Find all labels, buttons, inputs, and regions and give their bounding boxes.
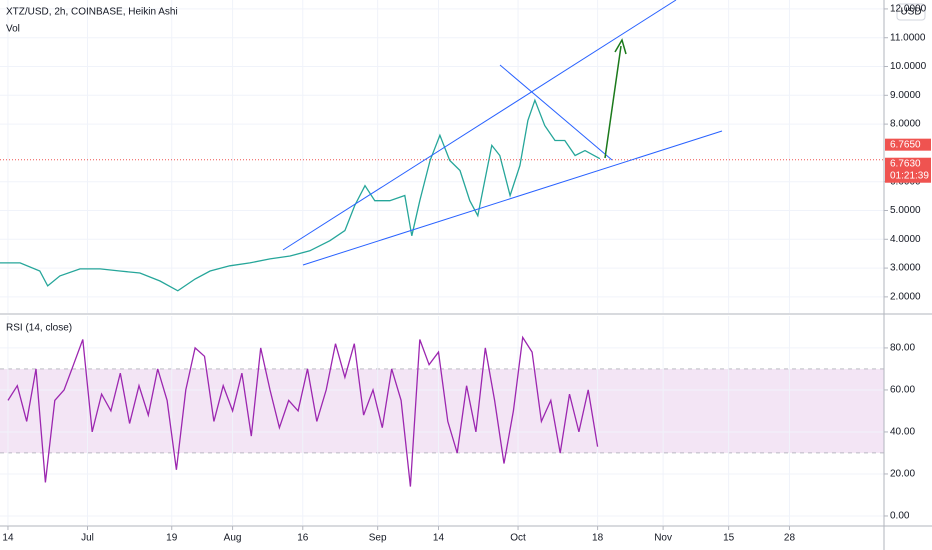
y-tick-label: 4.0000 <box>890 234 921 245</box>
countdown: 01:21:39 <box>890 170 929 181</box>
y-tick-label: 10.0000 <box>890 61 927 72</box>
y-tick-label: 0.00 <box>890 511 910 522</box>
y-tick-label: 40.00 <box>890 427 915 438</box>
x-tick-label: 14 <box>2 533 14 544</box>
price-marker <box>885 138 931 151</box>
x-tick-label: 18 <box>592 533 604 544</box>
y-tick-label: 3.0000 <box>890 263 921 274</box>
x-tick-label: Sep <box>369 533 387 544</box>
volume-label: Vol <box>6 24 20 35</box>
x-tick-label: Nov <box>654 533 672 544</box>
y-tick-label: 5.0000 <box>890 205 921 216</box>
price-marker-label: 6.7650 <box>890 139 921 150</box>
price-marker-label: 6.7630 <box>890 158 921 169</box>
mark-layer <box>0 98 884 487</box>
chart-title: XTZ/USD, 2h, COINBASE, Heikin Ashi <box>6 7 178 18</box>
x-tick-label: Aug <box>224 533 242 544</box>
x-tick-label: 16 <box>297 533 309 544</box>
x-tick-label: Oct <box>510 533 526 544</box>
currency-button[interactable] <box>896 3 926 21</box>
y-tick-label: 80.00 <box>890 343 915 354</box>
y-tick-label: 8.0000 <box>890 119 921 130</box>
trend-line <box>499 64 613 161</box>
price-line <box>0 98 601 292</box>
currency-label[interactable]: USD <box>900 7 921 18</box>
y-tick-label: 11.0000 <box>890 32 926 43</box>
y-tick-label: 2.0000 <box>890 292 921 303</box>
x-tick-label: Jul <box>81 533 94 544</box>
x-tick-label: 14 <box>433 533 445 544</box>
y-tick-label: 20.00 <box>890 469 915 480</box>
x-tick-label: 15 <box>723 533 735 544</box>
trend-line <box>302 130 723 266</box>
x-tick-label: 28 <box>784 533 796 544</box>
rsi-title: RSI (14, close) <box>6 323 72 334</box>
arrow-head <box>614 38 627 55</box>
price-marker <box>885 157 931 183</box>
y-tick-label: 9.0000 <box>890 90 921 101</box>
y-tick-label: 60.00 <box>890 385 915 396</box>
y-tick-label: 12.0000 <box>890 4 927 15</box>
arrow <box>604 45 622 159</box>
x-tick-label: 19 <box>166 533 178 544</box>
price-line <box>7 335 599 487</box>
trend-line <box>282 0 677 251</box>
